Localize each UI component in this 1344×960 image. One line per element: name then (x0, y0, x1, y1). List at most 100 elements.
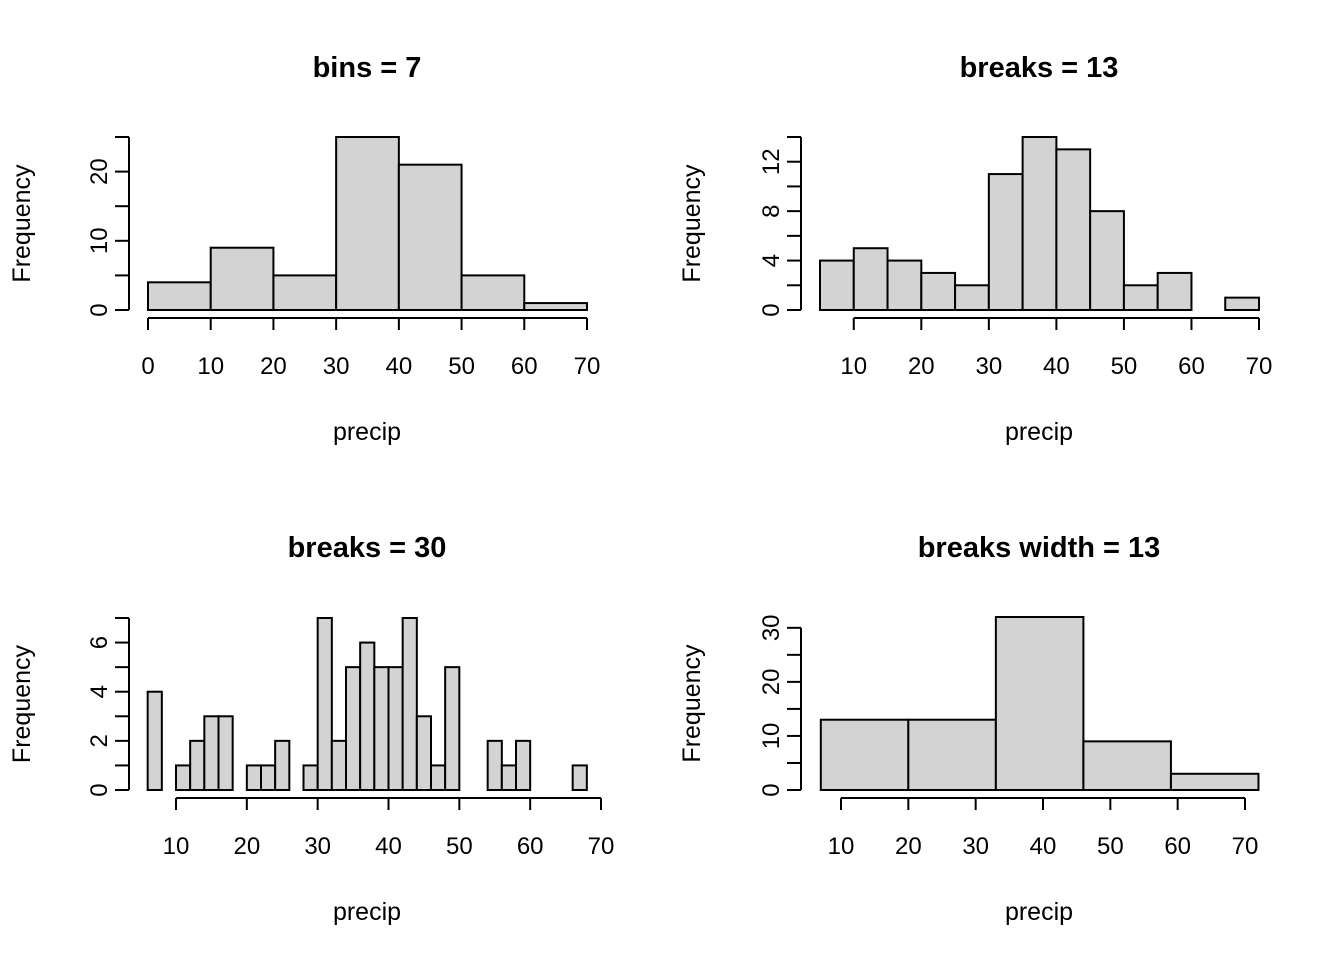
histogram-bar (460, 274, 526, 311)
x-tick-label: 30 (962, 833, 989, 860)
histogram-bar (852, 247, 889, 311)
y-axis-label: Frequency (8, 164, 36, 283)
histogram-bar (401, 617, 418, 791)
y-axis-label: Frequency (678, 644, 706, 763)
histogram-bar (500, 764, 518, 792)
x-tick-label: 0 (141, 353, 154, 380)
histogram-bar (397, 163, 463, 311)
histogram-bar (1082, 740, 1172, 791)
y-tick-label: 0 (86, 783, 113, 796)
histogram-bar (359, 641, 376, 791)
histogram-bar (1224, 296, 1260, 311)
y-tick-label: 10 (86, 227, 113, 254)
histogram-bar (994, 616, 1085, 791)
y-tick-label: 12 (758, 148, 785, 175)
histogram-bar (444, 666, 461, 792)
histogram-bar (147, 281, 212, 312)
x-tick-label: 20 (233, 833, 260, 860)
histogram-bar (1021, 136, 1058, 311)
histogram-bar (415, 715, 433, 791)
y-tick-label: 0 (758, 303, 785, 316)
histogram-bar (1169, 772, 1260, 791)
histogram-bar (523, 302, 588, 311)
histogram-bar (430, 764, 447, 792)
x-tick-label: 60 (517, 833, 544, 860)
x-tick-label: 40 (375, 833, 402, 860)
x-tick-label: 60 (1178, 353, 1205, 380)
y-tick-label: 10 (758, 723, 785, 750)
histogram-bar (330, 739, 348, 791)
histogram-bar (886, 259, 923, 312)
x-axis-label: precip (1005, 418, 1073, 446)
histogram-bar (209, 246, 275, 311)
y-axis-label: Frequency (678, 164, 706, 283)
x-tick-label: 40 (1030, 833, 1057, 860)
chart-title: breaks = 13 (960, 52, 1119, 84)
y-tick-label: 4 (758, 254, 785, 267)
histogram-bar (819, 259, 855, 312)
y-tick-label: 20 (86, 158, 113, 185)
x-tick-label: 40 (386, 353, 413, 380)
x-tick-label: 70 (588, 833, 615, 860)
histogram-bar (175, 764, 192, 792)
histogram-bar (345, 666, 362, 792)
histogram-bar (189, 739, 206, 791)
y-tick-label: 2 (86, 734, 113, 747)
histogram-bar (571, 764, 588, 792)
y-tick-label: 20 (758, 669, 785, 696)
x-tick-label: 30 (304, 833, 331, 860)
histogram-bar (316, 617, 333, 791)
x-tick-label: 50 (446, 833, 473, 860)
chart-title: bins = 7 (313, 52, 422, 84)
chart-title: breaks width = 13 (918, 532, 1161, 564)
x-tick-label: 10 (840, 353, 867, 380)
histogram-bar (335, 136, 400, 311)
x-tick-label: 60 (511, 353, 538, 380)
x-tick-label: 50 (1111, 353, 1138, 380)
histogram-bar (302, 764, 319, 792)
histogram-bar (245, 764, 262, 792)
histogram-bar (954, 284, 990, 311)
histogram-bar (260, 764, 277, 792)
x-tick-label: 20 (908, 353, 935, 380)
histogram-bar (920, 271, 957, 311)
histogram-bar (1089, 210, 1125, 311)
histogram-bar (486, 739, 503, 791)
x-tick-label: 10 (828, 833, 855, 860)
x-tick-label: 50 (1097, 833, 1124, 860)
x-tick-label: 70 (1232, 833, 1259, 860)
x-tick-label: 10 (197, 353, 224, 380)
histogram-bar (274, 739, 291, 791)
y-axis-label: Frequency (8, 644, 36, 763)
x-axis-label: precip (1005, 898, 1073, 926)
histogram-bar (203, 715, 220, 791)
y-tick-label: 30 (758, 614, 785, 641)
y-tick-label: 0 (86, 303, 113, 316)
histogram-bar (1122, 284, 1159, 311)
x-tick-label: 30 (975, 353, 1002, 380)
histogram-bar (217, 715, 234, 791)
histogram-bar (1055, 148, 1092, 311)
histogram-bar (272, 274, 338, 311)
x-tick-label: 10 (163, 833, 190, 860)
histogram-bar (1156, 271, 1193, 311)
x-tick-label: 50 (448, 353, 475, 380)
x-tick-label: 30 (323, 353, 350, 380)
y-tick-label: 0 (758, 783, 785, 796)
y-tick-label: 4 (86, 685, 113, 698)
y-tick-label: 6 (86, 636, 113, 649)
histogram-bar (907, 718, 997, 791)
x-axis-label: precip (333, 418, 401, 446)
histogram-bar (373, 666, 390, 792)
x-axis-label: precip (333, 898, 401, 926)
histogram-bar (515, 739, 532, 791)
chart-title: breaks = 30 (288, 532, 447, 564)
histogram-bar (146, 690, 163, 792)
x-tick-label: 20 (260, 353, 287, 380)
x-tick-label: 20 (895, 833, 922, 860)
x-tick-label: 60 (1164, 833, 1191, 860)
histogram-bar (387, 666, 404, 792)
y-tick-label: 8 (758, 204, 785, 217)
x-tick-label: 70 (1246, 353, 1273, 380)
